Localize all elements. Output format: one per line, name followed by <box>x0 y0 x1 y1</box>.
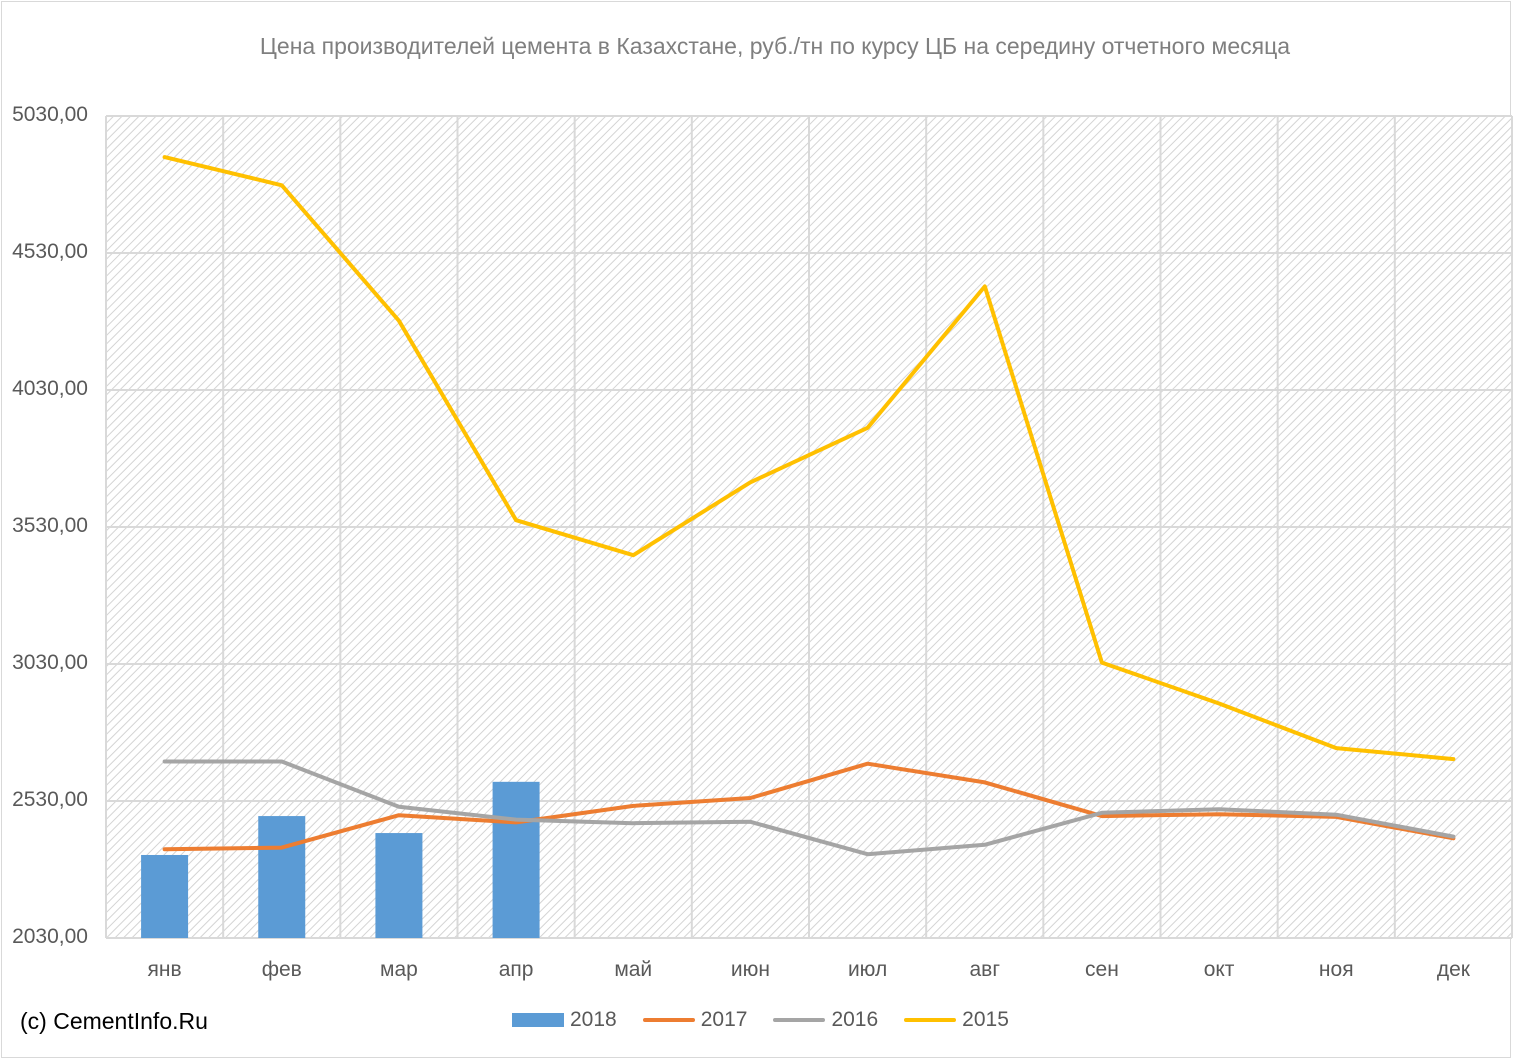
x-tick-label: окт <box>1203 958 1235 981</box>
bar-2018-янв <box>141 854 189 938</box>
x-tick-label: дек <box>1436 958 1470 981</box>
legend-swatch-2016 <box>773 1018 826 1022</box>
legend-label-2016: 2016 <box>831 1008 879 1031</box>
y-tick-label: 4030,00 <box>12 377 88 400</box>
legend: 2018 2017 2016 2015 <box>512 1008 1035 1032</box>
x-tick-label: июн <box>730 958 770 981</box>
x-tick-label: апр <box>498 958 534 981</box>
legend-label-2018: 2018 <box>570 1008 617 1031</box>
credit-text: (c) CementInfo.Ru <box>20 1008 208 1034</box>
bar-2018-апр <box>492 781 540 938</box>
line-series-2017 <box>162 761 1456 852</box>
y-tick-label: 3530,00 <box>12 514 88 537</box>
legend-swatch-2015 <box>904 1018 957 1022</box>
x-tick-label: фев <box>261 958 302 981</box>
legend-item-2018: 2018 <box>512 1008 617 1032</box>
x-tick-label: ноя <box>1318 958 1354 981</box>
grid-lines <box>105 115 1513 939</box>
y-tick-label: 3030,00 <box>12 651 88 674</box>
y-tick-label: 5030,00 <box>12 103 88 126</box>
x-tick-label: янв <box>147 958 182 981</box>
legend-label-2017: 2017 <box>700 1008 748 1031</box>
bar-2018-мар <box>375 833 423 938</box>
x-tick-label: сен <box>1085 958 1119 981</box>
bar-series-2018 <box>141 781 540 938</box>
x-tick-label: май <box>614 958 653 981</box>
line-series-2015 <box>162 155 1456 762</box>
legend-item-2016: 2016 <box>773 1008 878 1032</box>
bar-2018-фев <box>258 816 306 938</box>
y-tick-label: 4530,00 <box>12 240 88 263</box>
chart-title: Цена производителей цемента в Казахстане… <box>259 33 1291 59</box>
legend-item-2015: 2015 <box>904 1008 1009 1032</box>
x-tick-label: июл <box>847 958 888 981</box>
x-tick-label: авг <box>969 958 1001 981</box>
line-series-2016 <box>162 759 1456 857</box>
line-series-group <box>162 155 1456 857</box>
legend-item-2017: 2017 <box>642 1008 748 1032</box>
legend-swatch-2017 <box>642 1018 695 1022</box>
x-tick-label: мар <box>380 958 418 981</box>
legend-swatch-2018 <box>512 1013 564 1027</box>
legend-label-2015: 2015 <box>962 1008 1009 1031</box>
y-tick-label: 2530,00 <box>12 788 88 811</box>
y-tick-label: 2030,00 <box>12 925 88 948</box>
